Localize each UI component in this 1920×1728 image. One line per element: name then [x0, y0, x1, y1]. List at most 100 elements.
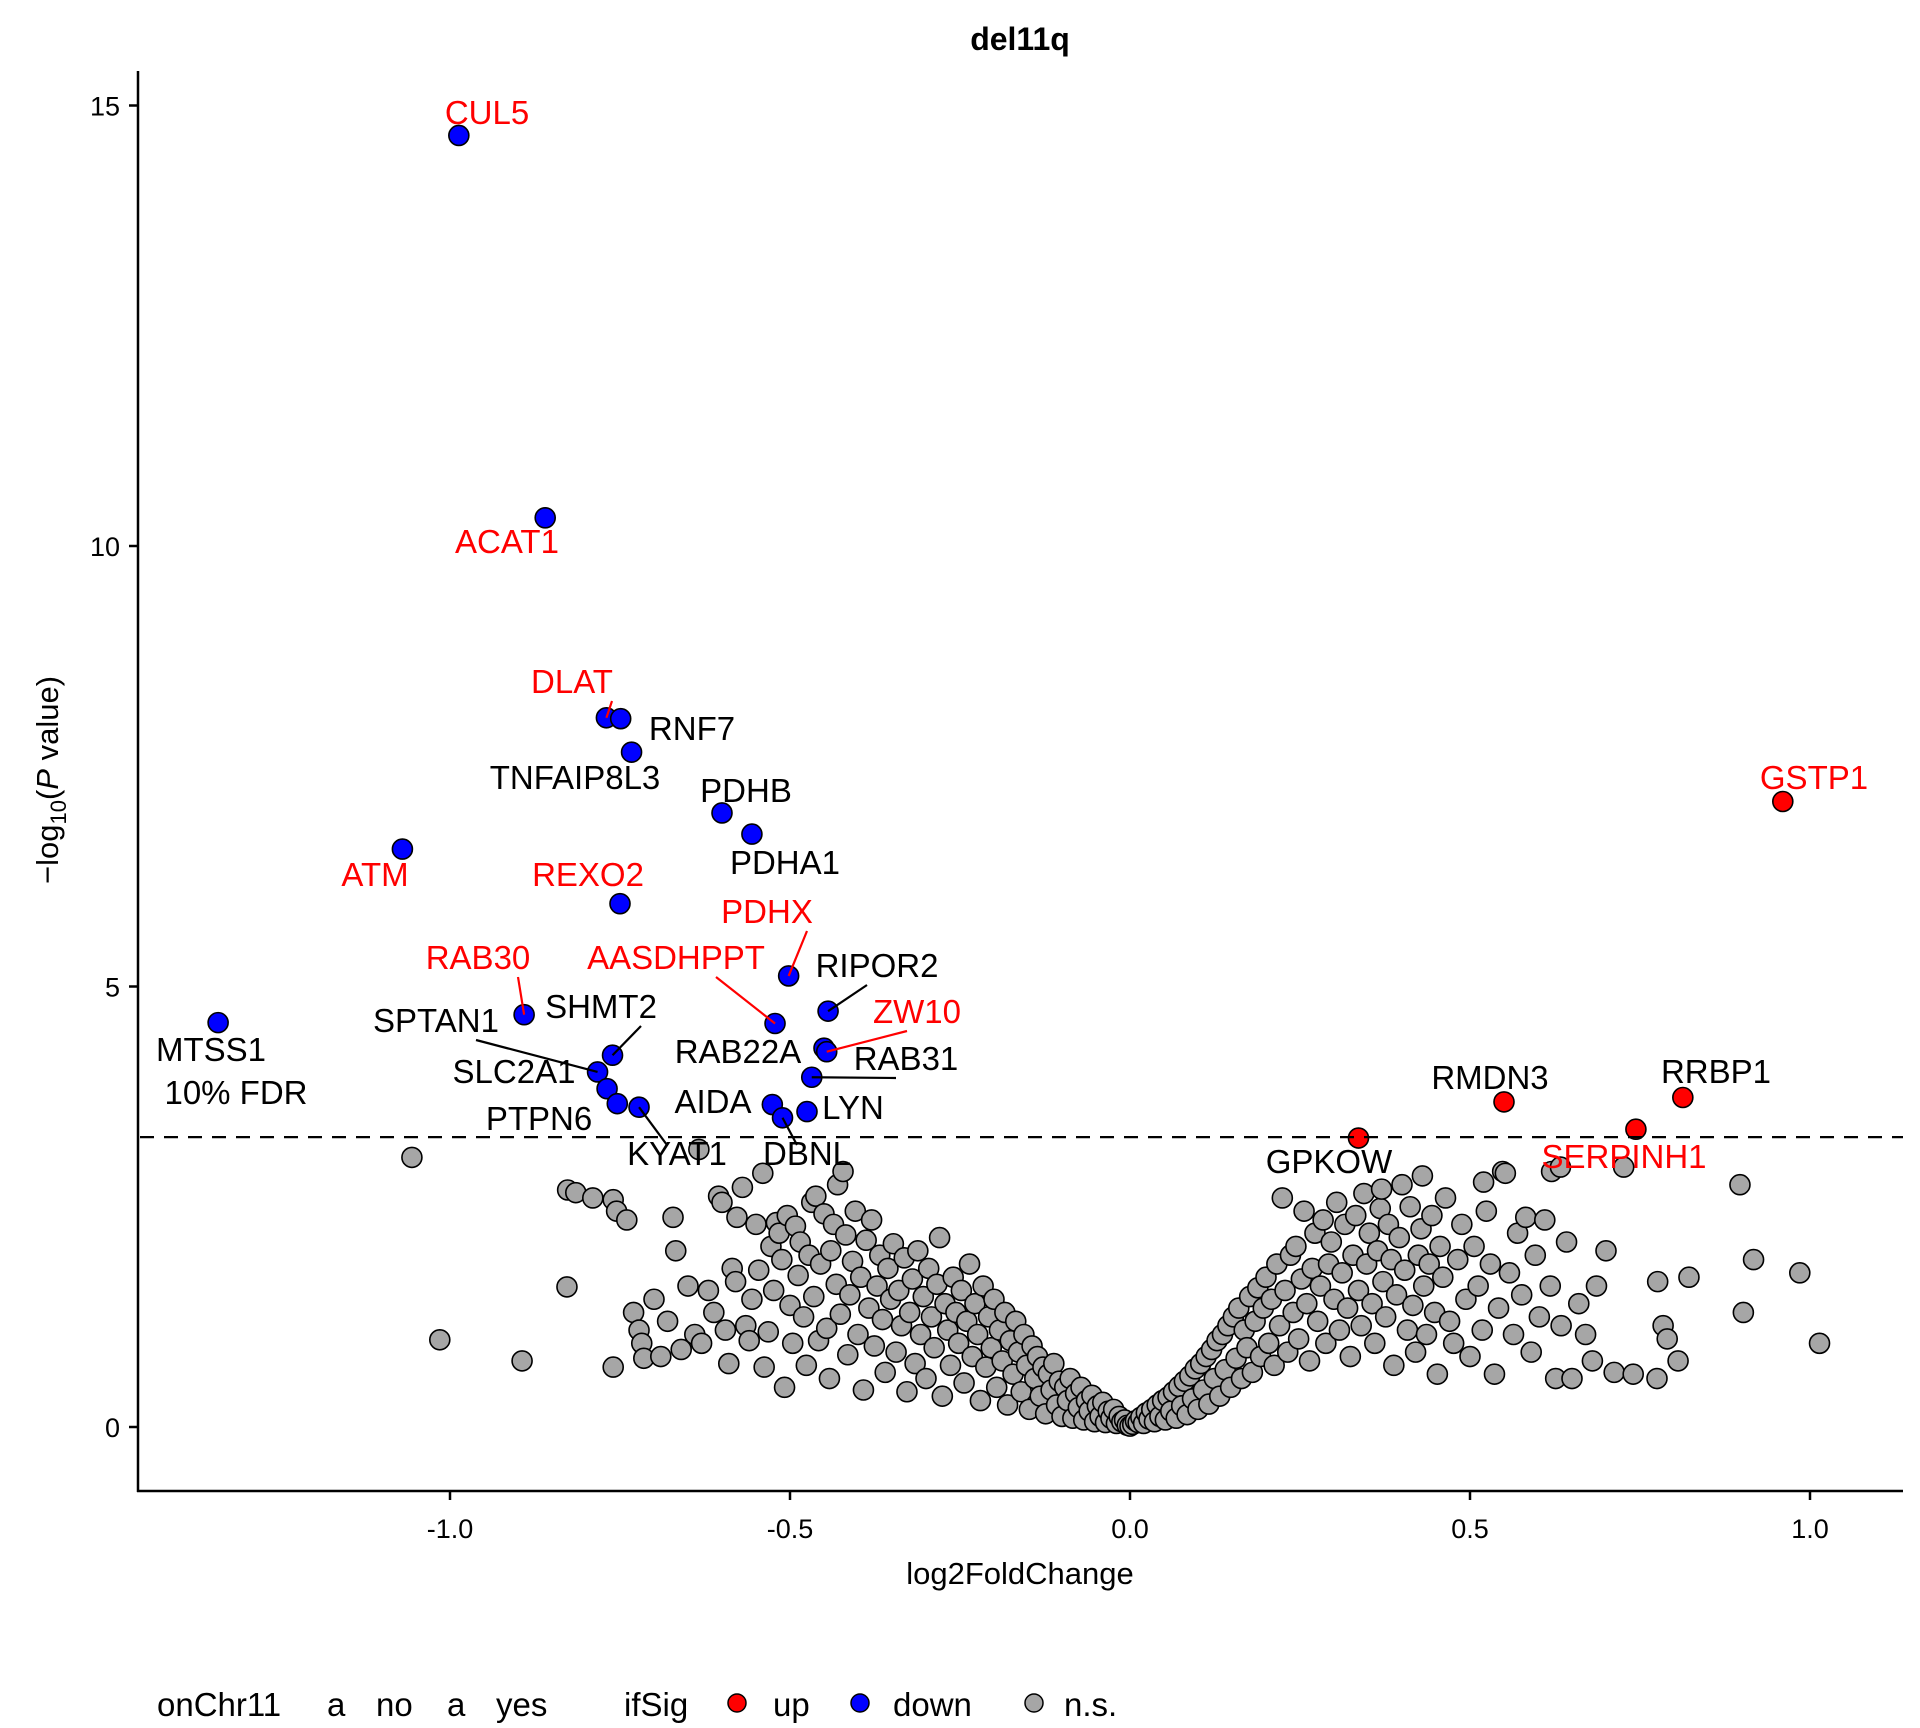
legend-label-up: up [773, 1686, 810, 1723]
legend-dot-ns [1024, 1693, 1044, 1713]
point-ns [860, 1209, 883, 1231]
point-ns [847, 1323, 869, 1346]
point-ns [1315, 1332, 1337, 1355]
point-ns [1472, 1171, 1495, 1193]
point-ns [1667, 1350, 1689, 1372]
point-ns [1446, 1248, 1469, 1271]
point-ns [724, 1270, 747, 1293]
point-ns [1479, 1253, 1502, 1275]
point-ns [1729, 1173, 1751, 1196]
gene-label-atm: ATM [341, 856, 408, 893]
point-ns [931, 1385, 954, 1407]
point-ns [871, 1308, 894, 1331]
point-pdhb [711, 802, 733, 824]
point-ns [852, 1379, 875, 1401]
point-ns [1396, 1319, 1419, 1341]
point-ns [1646, 1367, 1668, 1390]
point-rrbp1 [1672, 1086, 1694, 1109]
point-ns [1463, 1235, 1485, 1258]
point-ns [1732, 1301, 1755, 1324]
legend-key-yes: a [447, 1686, 466, 1723]
point-ns [928, 1226, 951, 1249]
point-ns [819, 1240, 842, 1262]
legend-title-onchr11: onChr11 [157, 1686, 281, 1723]
gene-label-cul5: CUL5 [445, 94, 529, 131]
point-acat1 [534, 507, 557, 529]
axes: -1.0 -0.5 0.0 0.5 1.0 0 5 10 15 [90, 71, 1903, 1544]
point-ns [1388, 1226, 1411, 1249]
leader-line-dbnl [781, 1117, 798, 1146]
point-ns [664, 1240, 687, 1262]
point-ns [882, 1232, 905, 1255]
point-ns [762, 1279, 785, 1302]
point-ptpn6 [606, 1092, 629, 1115]
point-ns [920, 1306, 943, 1328]
leader-line-shmt2 [611, 1025, 642, 1056]
gene-label-rab22a: RAB22A [675, 1033, 802, 1070]
point-ns [898, 1301, 921, 1324]
point-ns [1678, 1266, 1700, 1289]
point-ns [1374, 1306, 1397, 1328]
point-ns [1285, 1235, 1307, 1258]
point-ns [714, 1319, 737, 1341]
x-axis-title: log2FoldChange [906, 1556, 1134, 1591]
x-tick-label: 0.5 [1451, 1514, 1489, 1544]
point-ns [1442, 1332, 1465, 1355]
point-ns [950, 1279, 973, 1302]
point-ns [1399, 1195, 1421, 1218]
point-ns [1459, 1345, 1481, 1368]
point-ns [896, 1380, 918, 1403]
point-ns [818, 1367, 841, 1390]
point-ns [1561, 1367, 1583, 1390]
gene-label-shmt2: SHMT2 [545, 988, 657, 1025]
point-ns [1483, 1363, 1506, 1385]
point-ns [834, 1224, 857, 1246]
point-ns [1415, 1323, 1438, 1346]
y-tick-label: 5 [105, 973, 120, 1003]
point-ns [1421, 1204, 1443, 1227]
point-ns [1274, 1279, 1296, 1302]
y-tick-label: 15 [90, 92, 120, 122]
legend-dot-up [727, 1693, 747, 1713]
y-tick-label: 10 [90, 532, 120, 562]
point-ns [1455, 1288, 1477, 1311]
point-ns [966, 1323, 989, 1346]
point-ns [656, 1310, 679, 1333]
point-ns [915, 1367, 937, 1390]
point-ns [1429, 1235, 1451, 1258]
point-ns [1555, 1231, 1578, 1253]
point-ns [1411, 1165, 1434, 1187]
gene-label-dbnl: DBNL [763, 1135, 851, 1172]
point-ns [747, 1259, 770, 1281]
point-ns [726, 1206, 748, 1229]
point-ns [1296, 1292, 1318, 1315]
point-ns [556, 1276, 578, 1298]
point-ns [1510, 1284, 1533, 1306]
point-ns [832, 1160, 854, 1183]
point-ns [771, 1248, 793, 1271]
point-ns [815, 1317, 838, 1340]
point-ns [711, 1191, 733, 1214]
point-ns [1808, 1332, 1831, 1355]
point-ns [953, 1372, 975, 1394]
point-ns [1451, 1213, 1473, 1236]
point-atm [391, 838, 414, 860]
point-ns [1539, 1275, 1562, 1297]
x-tick-label: -0.5 [767, 1514, 814, 1544]
point-gstp1 [1772, 790, 1794, 813]
point-ns [1336, 1297, 1359, 1319]
y-axis-title-open: ( [30, 789, 65, 800]
point-ns [985, 1376, 1008, 1399]
points-layer [207, 124, 1831, 1437]
gene-label-dlat: DLAT [531, 663, 613, 700]
gene-label-ripor2: RIPOR2 [816, 947, 939, 984]
point-ns [1426, 1363, 1449, 1385]
point-ns [1622, 1363, 1644, 1385]
point-ns [1585, 1275, 1608, 1297]
point-ns [1383, 1354, 1405, 1377]
point-ns [923, 1336, 945, 1359]
point-ns [690, 1332, 713, 1355]
point-ns [1320, 1231, 1343, 1253]
point-ns [1549, 1156, 1572, 1178]
point-ns [1438, 1310, 1461, 1333]
